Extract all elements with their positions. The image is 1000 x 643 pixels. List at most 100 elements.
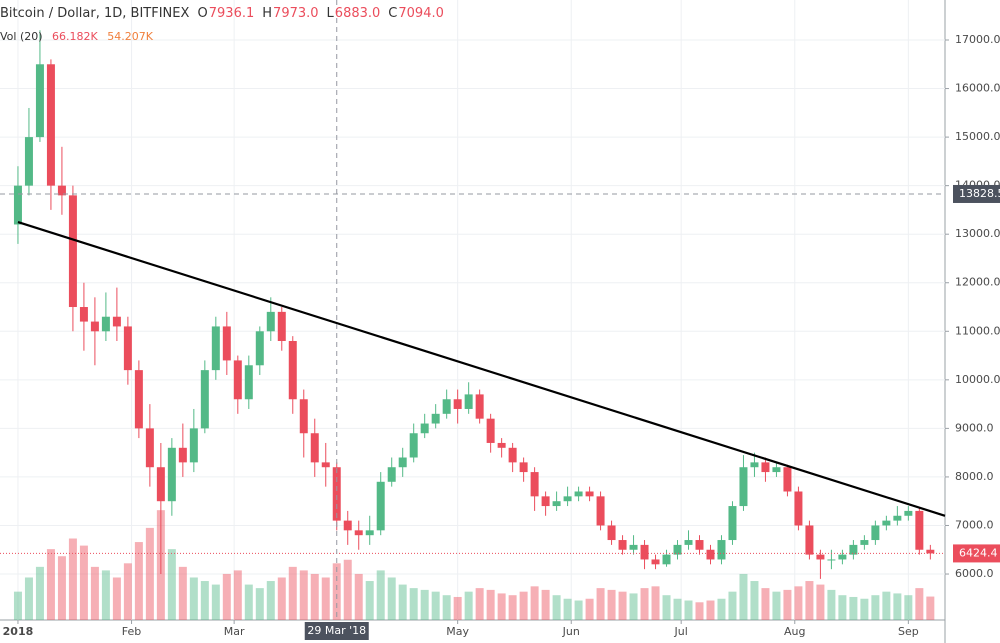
ohlc-item: L6883.0 [327,6,385,21]
candle-body [134,370,143,429]
candle-body [563,496,572,502]
y-tick-label: 12000.0 [955,276,1000,289]
candle-body [849,544,858,555]
volume-bar [178,566,187,620]
candle-body [24,137,33,186]
volume-bar [90,566,99,620]
volume-bar [145,527,154,620]
candle-body [497,442,506,448]
volume-bar [728,591,737,620]
ohlc-value: 6883.0 [334,6,381,21]
x-tick-label: Mar [224,625,245,638]
volume-bar [453,596,462,620]
candle-body [299,399,308,434]
volume-bar [24,577,33,620]
candle-body [354,530,363,536]
volume-average: 54.207K [107,30,153,43]
volume-bar [233,570,242,620]
volume-bar [134,542,143,620]
volume-bar [376,570,385,620]
candle-body [926,549,935,554]
candle-body [398,457,407,468]
candle-body [772,467,781,473]
volume-bar [123,563,132,620]
candle-body [244,365,253,400]
candle-body [266,311,275,332]
candle-body [475,394,484,419]
candle-body [464,394,473,409]
y-tick-label: 13000.0 [955,227,1000,240]
ohlc-key: C [388,6,398,21]
volume-bar [321,577,330,620]
volume-bar [299,570,308,620]
volume-bar [618,591,627,620]
volume-bar [310,573,319,620]
volume-bar [13,591,22,620]
volume-bar [277,577,286,620]
candle-body [541,496,550,507]
volume-bar [662,595,671,620]
volume-bar [354,573,363,620]
volume-title: Vol (20) [0,30,43,43]
volume-bar [750,581,759,620]
volume-bar [574,600,583,620]
y-tick-label: 6000.0 [955,567,994,580]
volume-bar [739,573,748,620]
volume-bar [68,538,77,620]
volume-bar [255,588,264,620]
candle-body [431,413,440,424]
volume-bar [882,591,891,620]
candle-body [365,530,374,536]
candle-body [145,428,154,468]
crosshair-date-tag [304,622,369,640]
header: Bitcoin / Dollar, 1D, BITFINEX O7936.1 H7… [0,6,456,21]
candle-body [112,316,121,327]
candle-body [530,472,539,497]
volume-bar [398,584,407,620]
candle-body [728,506,737,541]
ohlc-value: 7936.1 [208,6,255,21]
volume-bar [475,588,484,620]
candle-body [915,510,924,550]
volume-bar [849,596,858,620]
volume-bar [464,591,473,620]
candle-body [167,447,176,502]
volume-bar [563,598,572,620]
candle-body [79,307,88,322]
price-axis [945,0,1000,643]
candle-body [750,462,759,468]
crosshair-price-tag [953,184,1000,203]
candle-body [90,321,99,332]
volume-bar [365,581,374,620]
ohlc-item: O7936.1 [198,6,259,21]
volume-bar [101,570,110,620]
volume-bar [222,573,231,620]
candle-body [222,326,231,361]
candle-body [618,540,627,550]
ohlc-item: H7973.0 [262,6,322,21]
candle-body [684,540,693,545]
candle-body [706,549,715,560]
y-tick-label: 7000.0 [955,518,994,531]
candle-body [651,559,660,565]
candle-body [662,554,671,565]
candle-body [805,525,814,555]
ohlc: O7936.1 H7973.0 L6883.0 C7094.0 [198,6,452,21]
y-tick-label: 9000.0 [955,421,994,434]
volume-bar [387,577,396,620]
candle-body [200,370,209,429]
candle-body [277,311,286,341]
candle-body [178,447,187,463]
x-tick-label: Sep [898,625,919,638]
volume-bar [684,600,693,620]
candle-body [68,195,77,308]
candle-body [596,496,605,526]
candle-body [453,399,462,409]
volume-bar [409,588,418,620]
volume-bar [79,545,88,620]
volume-bar [200,581,209,620]
candle-body [574,491,583,497]
candle-body [46,64,55,186]
ohlc-key: H [262,6,273,21]
volume-bar [211,584,220,620]
